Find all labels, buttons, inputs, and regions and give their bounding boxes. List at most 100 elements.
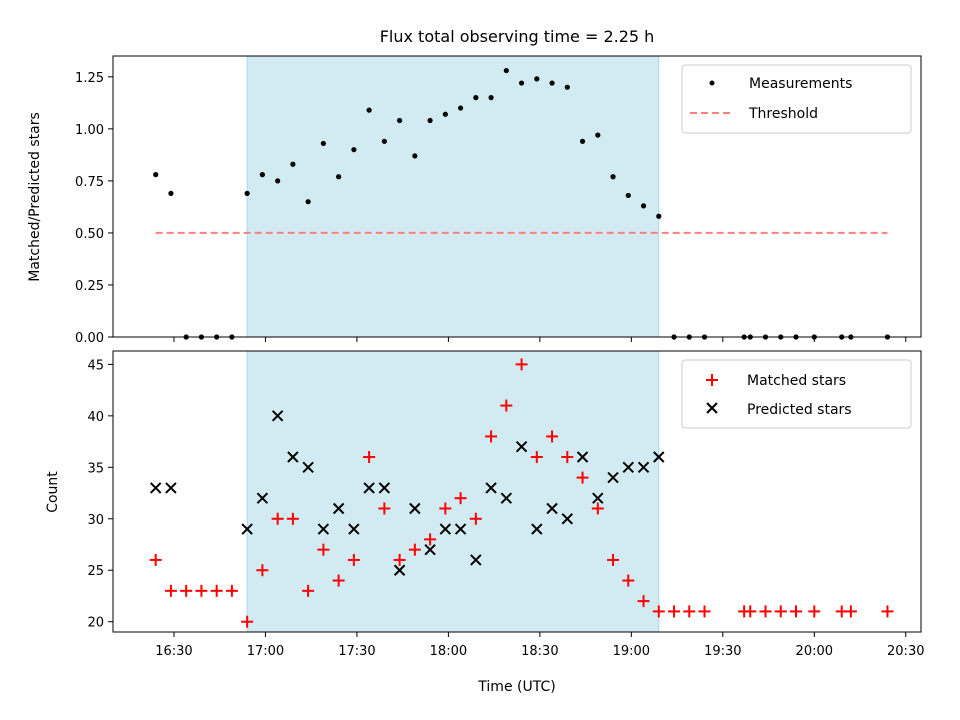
matched-star-point (317, 543, 330, 556)
top-y-tick-label: 0.75 (75, 175, 104, 190)
matched-star-point (530, 451, 543, 464)
legend-label-predicted: Predicted stars (747, 402, 852, 418)
measurement-point (397, 117, 403, 124)
legend-marker-predicted (706, 402, 718, 414)
predicted-star-point (485, 482, 497, 494)
bottom-shaded-observing-window (247, 351, 659, 632)
top-plot-frame (112, 55, 922, 338)
measurement-point (595, 132, 601, 138)
bottom-y-tick-label: 25 (87, 564, 104, 579)
measurement-point (656, 213, 662, 219)
matched-star-point (424, 533, 437, 546)
top-y-tick-label: 1.00 (75, 123, 104, 138)
bottom-y-axis-label: Count (45, 471, 61, 513)
matched-star-point (439, 502, 452, 515)
predicted-star-point (561, 513, 574, 525)
predicted-star-point (302, 461, 314, 474)
predicted-star-point (531, 523, 543, 535)
predicted-star-point (271, 410, 284, 422)
predicted-star-point (576, 451, 589, 463)
matched-star-point (347, 553, 360, 566)
bottom-y-tick-label: 35 (87, 461, 104, 476)
bottom-data-layer (149, 358, 894, 628)
measurement-point (320, 140, 326, 147)
predicted-star-point (500, 492, 513, 504)
top-shade-layer (246, 56, 660, 337)
x-tick-label: 20:30 (887, 644, 924, 659)
top-y-tick-label: 1.25 (75, 71, 104, 86)
x-tick-label: 18:00 (430, 644, 467, 659)
top-legend-box (681, 64, 912, 134)
measurement-point (640, 203, 647, 209)
matched-star-point (164, 584, 177, 597)
measurement-point (534, 76, 540, 82)
predicted-star-point (409, 502, 421, 515)
x-tick-label: 16:30 (155, 644, 192, 659)
bottom-panel: 20 25 30 35 40 45 16:30 17:00 17:30 18:00 18:30 19:… (45, 350, 924, 695)
predicted-star-point (378, 482, 391, 494)
measurement-point (259, 172, 266, 178)
x-tick-label: 20:00 (796, 644, 833, 659)
matched-star-point (844, 605, 857, 618)
measurement-point (549, 80, 555, 86)
measurement-point (244, 190, 250, 196)
measurement-point (336, 174, 342, 180)
measurement-point (564, 84, 570, 90)
matched-star-point (302, 584, 315, 597)
measurement-point (518, 80, 525, 86)
predicted-star-point (454, 523, 467, 535)
bottom-legend: Matched stars Predicted stars (681, 359, 912, 429)
bottom-y-tick-label: 40 (87, 410, 104, 425)
matched-star-point (576, 471, 589, 484)
bottom-ticks: 20 25 30 35 40 45 16:30 17:00 17:30 18:00 18:30 19:… (87, 358, 924, 659)
predicted-star-point (653, 451, 665, 463)
matched-star-point (286, 512, 299, 525)
x-tick-label: 18:30 (521, 644, 558, 659)
predicted-star-point (622, 461, 634, 474)
legend-marker-measurements (709, 80, 715, 86)
matched-star-point (241, 615, 254, 628)
x-tick-label: 19:30 (704, 644, 741, 659)
predicted-star-point (470, 554, 482, 566)
top-data-layer (153, 67, 891, 340)
bottom-legend-box (681, 359, 912, 429)
matched-star-point (637, 595, 650, 608)
measurement-point (427, 117, 433, 124)
legend-label-matched: Matched stars (747, 373, 846, 389)
matched-star-point (668, 605, 681, 618)
measurement-point (579, 138, 586, 144)
matched-star-point (759, 605, 772, 618)
chart-title: Flux total observing time = 2.25 h (380, 27, 655, 46)
predicted-star-point (165, 482, 177, 494)
measurement-point (610, 174, 616, 180)
matched-star-point (378, 502, 391, 515)
x-tick-label: 17:30 (338, 644, 375, 659)
matched-star-point (225, 584, 238, 597)
predicted-star-point (256, 492, 269, 504)
top-shaded-observing-window (247, 56, 659, 337)
measurement-point (168, 190, 174, 196)
measurement-point (442, 111, 448, 117)
predicted-star-point (592, 492, 604, 504)
measurement-point (457, 105, 464, 111)
matched-star-point (744, 605, 757, 618)
matched-star-point (256, 564, 269, 577)
matched-star-point (363, 451, 376, 464)
predicted-star-point (348, 523, 360, 535)
bottom-shade-layer (246, 351, 660, 632)
top-y-tick-label: 0.00 (75, 331, 104, 346)
predicted-star-point (515, 441, 528, 453)
bottom-plot-frame (112, 350, 922, 633)
bottom-y-tick-label: 45 (87, 358, 104, 373)
matched-star-point (500, 399, 513, 412)
bottom-y-tick-label: 20 (87, 616, 104, 631)
predicted-star-point (363, 482, 375, 494)
matched-star-point (789, 605, 802, 618)
bottom-y-tick-label: 30 (87, 513, 104, 528)
matched-star-point (485, 430, 498, 443)
top-panel: 0.00 0.25 0.50 0.75 1.00 1.25 Matched/Predict… (27, 55, 922, 346)
x-tick-label: 17:00 (247, 644, 284, 659)
matched-star-point (774, 605, 787, 618)
matched-star-point (515, 358, 528, 371)
